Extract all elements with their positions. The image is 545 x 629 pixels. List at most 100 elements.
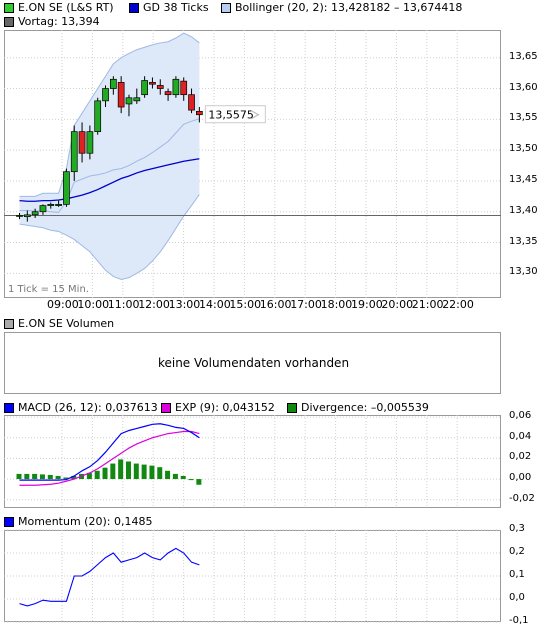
divergence-bar xyxy=(47,474,53,480)
divergence-bar xyxy=(196,479,202,485)
time-tick-label: 20:00 xyxy=(381,298,414,311)
momentum-tick-label: 0,1 xyxy=(509,569,525,580)
divergence-bar xyxy=(133,463,139,480)
legend-item-prev-close: Vortag: 13,394 xyxy=(4,15,100,29)
divergence-bar xyxy=(16,473,22,480)
momentum-tick-label: 0,0 xyxy=(509,592,525,603)
legend-item-momentum: Momentum (20): 0,1485 xyxy=(4,515,152,529)
divergence-bar xyxy=(71,475,77,480)
price-tick-label: 13,50 xyxy=(509,143,538,155)
price-tick-label: 13,35 xyxy=(509,235,538,247)
divergence-bar xyxy=(55,475,61,480)
blue-square-icon xyxy=(4,517,14,527)
candle-body xyxy=(23,214,31,218)
legend-label-security: E.ON SE (L&S RT) xyxy=(18,1,114,14)
divergence-bar xyxy=(118,459,124,480)
divergence-bar xyxy=(149,465,155,480)
time-tick-label: 15:00 xyxy=(229,298,262,311)
candle-body xyxy=(156,85,164,89)
lightblue-square-icon xyxy=(221,3,231,13)
volume-title: E.ON SE Volumen xyxy=(18,317,115,330)
candle-body xyxy=(31,211,39,216)
time-tick-label: 22:00 xyxy=(442,298,474,311)
price-tick-label: 13,40 xyxy=(509,204,538,216)
candle-body xyxy=(196,110,203,116)
time-tick-label: 13:00 xyxy=(168,298,201,311)
macd-panel xyxy=(4,415,501,508)
candle-body xyxy=(172,78,180,96)
divergence-bar xyxy=(188,479,194,481)
price-tick-label: 13,55 xyxy=(509,112,538,124)
tick-note: 1 Tick = 15 Min. xyxy=(8,284,89,295)
macd-tick-label: 0,04 xyxy=(509,430,532,442)
candle-body xyxy=(94,100,102,133)
candle-body xyxy=(70,131,78,173)
gray-square-icon xyxy=(4,319,14,329)
time-tick-label: 18:00 xyxy=(320,298,353,311)
divergence-bar xyxy=(102,467,108,480)
price-tick-label: 13,30 xyxy=(509,266,538,278)
time-tick-label: 10:00 xyxy=(77,298,110,311)
candle-body xyxy=(102,88,109,102)
candle-body xyxy=(55,204,62,206)
divergence-bar xyxy=(172,473,178,480)
candle-body xyxy=(133,97,141,102)
legend-item-security: E.ON SE (L&S RT) xyxy=(4,1,114,15)
time-tick-label: 16:00 xyxy=(259,298,292,311)
candle-body xyxy=(164,91,172,96)
bollinger-lower-line xyxy=(19,194,200,281)
price-tick-label: 13,65 xyxy=(509,50,538,62)
momentum-chart xyxy=(4,529,501,623)
gray-square-icon xyxy=(4,17,14,27)
divergence-bar xyxy=(32,473,38,480)
legend-item-ma: GD 38 Ticks xyxy=(129,1,209,15)
legend-label-bollinger: Bollinger (20, 2): 13,428182 – 13,674418 xyxy=(235,1,463,14)
macd-chart xyxy=(4,415,501,508)
legend-label-exp: EXP (9): 0,043152 xyxy=(175,401,275,414)
divergence-bar xyxy=(141,464,147,480)
macd-line xyxy=(19,423,200,481)
darkgreen-square-icon xyxy=(287,403,297,413)
macd-tick-label: 0,06 xyxy=(509,410,532,422)
macd-tick-label: 0,00 xyxy=(509,472,532,484)
legend-label-divergence: Divergence: –0,005539 xyxy=(301,401,429,414)
macd-tick-label: -0,02 xyxy=(509,492,535,504)
price-chart: 13,5575 xyxy=(4,30,501,298)
bollinger-mid-line xyxy=(19,118,200,213)
legend-item-exp: EXP (9): 0,043152 xyxy=(161,401,275,415)
last-price-label: 13,5575 xyxy=(208,109,254,122)
price-tick-label: 13,60 xyxy=(509,81,538,93)
momentum-tick-label: 0,3 xyxy=(509,523,525,534)
candle-body xyxy=(16,215,23,217)
divergence-bar xyxy=(63,477,69,480)
candle-body xyxy=(86,131,94,154)
divergence-bar xyxy=(125,461,131,480)
legend-label-macd: MACD (26, 12): 0,037613 xyxy=(18,401,158,414)
divergence-bar xyxy=(24,473,30,480)
time-tick-label: 14:00 xyxy=(199,298,231,311)
candle-body xyxy=(78,131,86,154)
divergence-bar xyxy=(110,463,116,480)
no-volume-message: keine Volumendaten vorhanden xyxy=(157,356,350,370)
candle-body xyxy=(180,80,188,96)
time-tick-label: 12:00 xyxy=(138,298,170,311)
candle-body xyxy=(63,171,70,205)
divergence-bar xyxy=(165,470,171,480)
exp-line xyxy=(19,430,200,486)
last-price-box xyxy=(204,105,266,124)
candle-body xyxy=(141,80,148,96)
momentum-line xyxy=(19,547,200,607)
divergence-bar xyxy=(180,475,186,480)
time-tick-label: 11:00 xyxy=(107,298,140,311)
candle-body xyxy=(109,78,117,89)
time-tick-label: 19:00 xyxy=(351,298,383,311)
price-chart-panel: 13,5575 1 Tick = 15 Min. xyxy=(4,30,501,298)
legend-item-bollinger: Bollinger (20, 2): 13,428182 – 13,674418 xyxy=(221,1,462,15)
momentum-panel xyxy=(4,529,501,623)
legend-label-ma: GD 38 Ticks xyxy=(143,1,209,14)
time-tick-label: 09:00 xyxy=(47,298,79,311)
legend-label-momentum: Momentum (20): 0,1485 xyxy=(18,515,153,528)
legend-label-prev-close: Vortag: 13,394 xyxy=(18,15,100,28)
candle-body xyxy=(125,97,133,105)
time-tick-label: 17:00 xyxy=(290,298,322,311)
